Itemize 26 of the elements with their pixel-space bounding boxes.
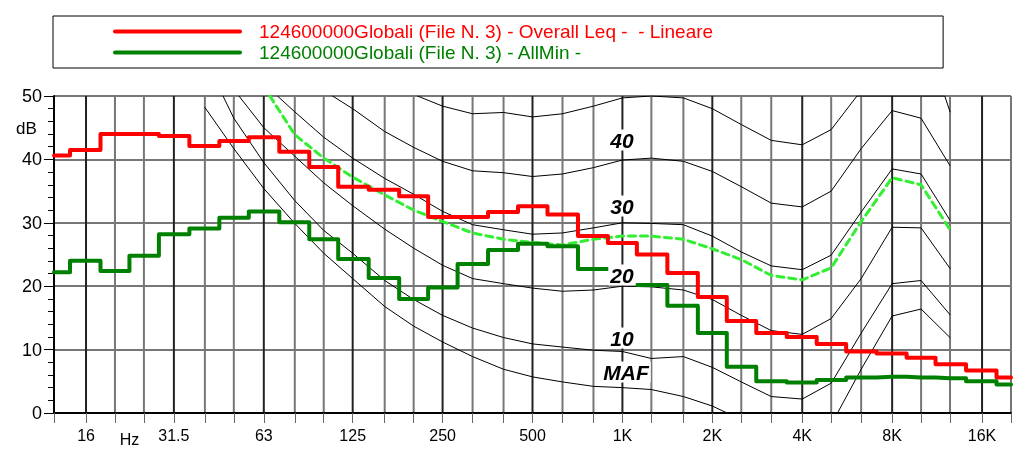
text: 124600000Globali (File N. 3) - Overall Leq - - Lineare	[259, 21, 714, 42]
annotation: 20	[609, 263, 634, 287]
annotation: 10	[610, 326, 634, 350]
annotation: 30	[610, 194, 634, 218]
annotation: MAF	[603, 360, 650, 384]
x-tick-label: 31.5	[158, 426, 190, 444]
annotation: 40	[609, 128, 634, 152]
y-tick-label: 40	[21, 149, 42, 170]
y-tick-label: 10	[21, 339, 42, 360]
x-tick-label: 1K	[612, 426, 633, 444]
x-axis-title: Hz	[119, 430, 140, 448]
x-tick-label: 125	[339, 426, 367, 444]
y-tick-label: 20	[21, 276, 42, 297]
x-tick-label: 250	[429, 426, 457, 444]
y-axis-title: dB	[16, 119, 37, 138]
x-tick-label: 2K	[702, 426, 723, 444]
y-tick-label: 50	[21, 86, 42, 106]
x-tick-label: 16	[77, 426, 96, 444]
y-tick-label: 0	[31, 403, 42, 423]
x-tick-label: 16K	[967, 426, 997, 444]
x-tick-label: 8K	[882, 426, 903, 444]
x-tick-label: 500	[519, 426, 546, 444]
text: 124600000Globali (File N. 3) - AllMin -	[259, 42, 582, 63]
x-tick-label: 63	[254, 426, 273, 444]
x-tick-label: 4K	[792, 426, 813, 444]
y-tick-label: 30	[21, 212, 42, 233]
